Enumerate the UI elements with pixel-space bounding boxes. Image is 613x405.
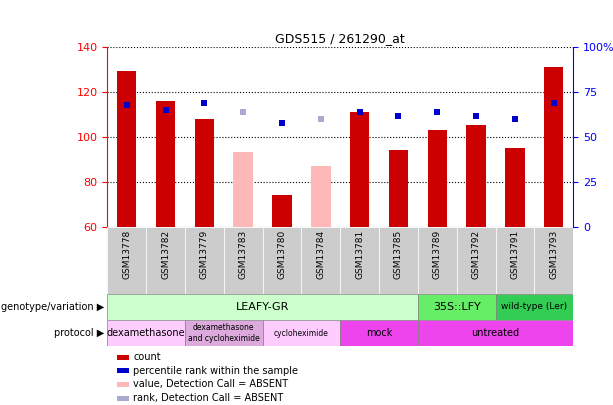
Text: mock: mock	[366, 328, 392, 338]
Text: GSM13781: GSM13781	[355, 230, 364, 279]
Bar	[544, 67, 563, 227]
Text: cycloheximide: cycloheximide	[274, 328, 329, 338]
Bar	[185, 320, 262, 346]
Text: GSM13791: GSM13791	[511, 230, 519, 279]
Bar	[116, 382, 129, 387]
Text: untreated: untreated	[471, 328, 520, 338]
Title: GDS515 / 261290_at: GDS515 / 261290_at	[275, 32, 405, 45]
Bar	[107, 294, 418, 320]
Bar	[107, 320, 185, 346]
Text: genotype/variation ▶: genotype/variation ▶	[1, 302, 104, 312]
Bar	[457, 227, 495, 294]
Text: GSM13780: GSM13780	[278, 230, 286, 279]
Text: LEAFY-GR: LEAFY-GR	[236, 302, 289, 312]
Bar	[302, 227, 340, 294]
Text: wild-type (Ler): wild-type (Ler)	[501, 302, 568, 311]
Bar	[418, 227, 457, 294]
Text: 35S::LFY: 35S::LFY	[433, 302, 481, 312]
Text: dexamethasone
and cycloheximide: dexamethasone and cycloheximide	[188, 324, 260, 343]
Text: GSM13782: GSM13782	[161, 230, 170, 279]
Bar	[428, 130, 447, 227]
Bar	[116, 369, 129, 373]
Bar	[116, 355, 129, 360]
Bar	[195, 119, 214, 227]
Bar	[262, 320, 340, 346]
Text: GSM13785: GSM13785	[394, 230, 403, 279]
Text: GSM13789: GSM13789	[433, 230, 442, 279]
Text: protocol ▶: protocol ▶	[54, 328, 104, 338]
Text: GSM13784: GSM13784	[316, 230, 326, 279]
Bar	[311, 166, 330, 227]
Bar	[340, 227, 379, 294]
Bar	[418, 294, 495, 320]
Bar	[185, 227, 224, 294]
Bar	[262, 227, 302, 294]
Bar	[535, 227, 573, 294]
Bar	[340, 320, 418, 346]
Bar	[234, 152, 253, 227]
Bar	[272, 195, 292, 227]
Text: count: count	[134, 352, 161, 362]
Bar	[466, 126, 486, 227]
Text: GSM13793: GSM13793	[549, 230, 558, 279]
Text: dexamethasone: dexamethasone	[107, 328, 185, 338]
Text: rank, Detection Call = ABSENT: rank, Detection Call = ABSENT	[134, 393, 284, 403]
Text: GSM13783: GSM13783	[238, 230, 248, 279]
Text: GSM13779: GSM13779	[200, 230, 209, 279]
Bar	[146, 227, 185, 294]
Bar	[389, 150, 408, 227]
Bar	[505, 148, 525, 227]
Bar	[379, 227, 418, 294]
Bar	[418, 320, 573, 346]
Bar	[350, 112, 370, 227]
Bar	[116, 396, 129, 401]
Text: percentile rank within the sample: percentile rank within the sample	[134, 366, 299, 376]
Bar	[117, 71, 136, 227]
Text: GSM13778: GSM13778	[122, 230, 131, 279]
Bar	[495, 294, 573, 320]
Text: value, Detection Call = ABSENT: value, Detection Call = ABSENT	[134, 379, 289, 390]
Text: GSM13792: GSM13792	[471, 230, 481, 279]
Bar	[156, 100, 175, 227]
Bar	[107, 227, 146, 294]
Bar	[224, 227, 262, 294]
Bar	[495, 227, 535, 294]
